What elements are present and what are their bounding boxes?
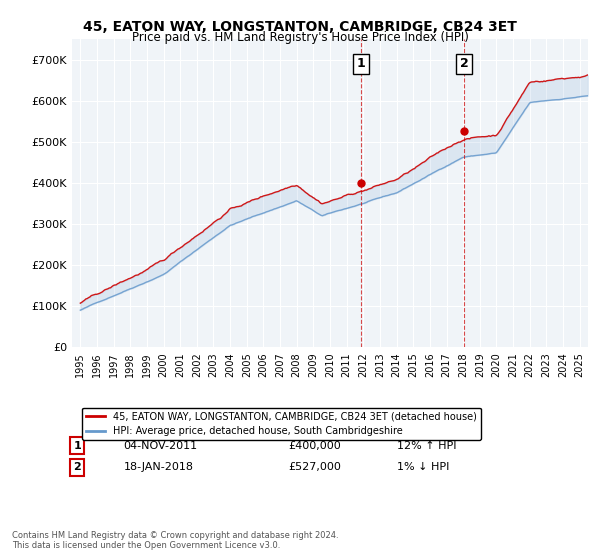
Text: 1: 1	[73, 441, 81, 451]
Text: 2: 2	[460, 57, 469, 71]
Text: 45, EATON WAY, LONGSTANTON, CAMBRIDGE, CB24 3ET: 45, EATON WAY, LONGSTANTON, CAMBRIDGE, C…	[83, 20, 517, 34]
Text: 1% ↓ HPI: 1% ↓ HPI	[397, 463, 449, 472]
Text: £527,000: £527,000	[289, 463, 341, 472]
Text: 04-NOV-2011: 04-NOV-2011	[124, 441, 198, 451]
Text: Contains HM Land Registry data © Crown copyright and database right 2024.
This d: Contains HM Land Registry data © Crown c…	[12, 530, 338, 550]
Legend: 45, EATON WAY, LONGSTANTON, CAMBRIDGE, CB24 3ET (detached house), HPI: Average p: 45, EATON WAY, LONGSTANTON, CAMBRIDGE, C…	[82, 408, 481, 440]
Text: 2: 2	[73, 463, 81, 472]
Text: 18-JAN-2018: 18-JAN-2018	[124, 463, 194, 472]
Text: 12% ↑ HPI: 12% ↑ HPI	[397, 441, 457, 451]
Text: £400,000: £400,000	[289, 441, 341, 451]
Text: Price paid vs. HM Land Registry's House Price Index (HPI): Price paid vs. HM Land Registry's House …	[131, 31, 469, 44]
Text: 1: 1	[356, 57, 365, 71]
